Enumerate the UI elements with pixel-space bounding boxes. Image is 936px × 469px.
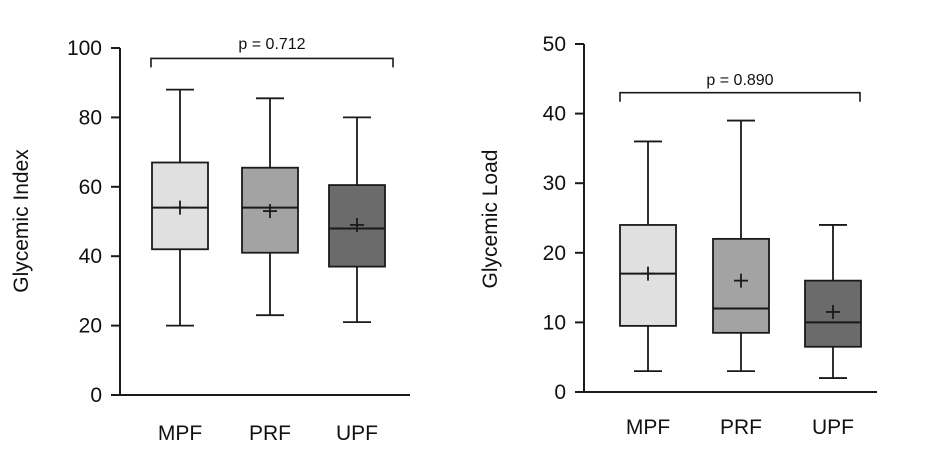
x-category-label: MPF (626, 416, 670, 439)
box-prf (712, 119, 770, 373)
p-value-label: p = 0.890 (706, 72, 773, 89)
glycemic-index-chart: 0 20 40 60 80 100 Glycemic Index MPF PRF UPF p = 0… (10, 36, 410, 445)
y-tick-label: 20 (79, 315, 102, 338)
x-category-label: PRF (720, 416, 762, 439)
x-category-label: UPF (812, 416, 854, 439)
box-mpf (619, 140, 677, 373)
p-value-label: p = 0.712 (238, 36, 305, 53)
y-tick-label: 40 (79, 245, 102, 268)
x-category-label: MPF (158, 422, 202, 445)
y-tick-label: 30 (543, 172, 566, 195)
y-axis-title: Glycemic Index (10, 149, 33, 293)
y-tick-label: 80 (79, 106, 102, 129)
box-mpf (151, 88, 209, 327)
y-tick-label: 0 (90, 384, 102, 407)
y-tick-label: 60 (79, 176, 102, 199)
box-upf (804, 224, 862, 379)
box-upf (328, 116, 386, 324)
y-tick-label: 20 (543, 242, 566, 265)
y-tick-label: 100 (67, 37, 102, 60)
box-prf (241, 97, 299, 317)
x-category-label: UPF (336, 422, 378, 445)
y-tick-label: 10 (543, 311, 566, 334)
significance-bracket (150, 57, 394, 68)
x-category-label: PRF (249, 422, 291, 445)
y-axis-title: Glycemic Load (479, 150, 502, 289)
y-tick-label: 50 (543, 33, 566, 56)
y-tick-label: 40 (543, 103, 566, 126)
glycemic-load-chart: 0 10 20 30 40 50 Glycemic Load MPF PRF UPF p = 0.8… (479, 33, 877, 439)
significance-bracket (619, 91, 861, 102)
y-tick-label: 0 (554, 381, 566, 404)
